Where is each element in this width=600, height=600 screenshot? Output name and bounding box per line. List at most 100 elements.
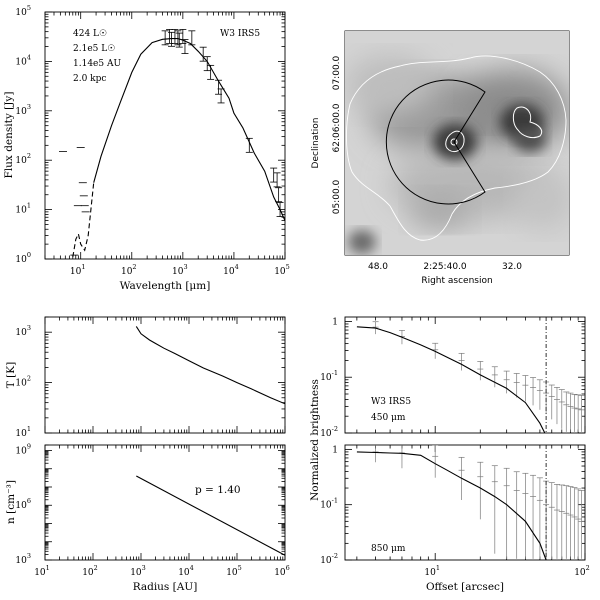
sed-xtick-exp: 1 <box>81 263 85 271</box>
density-xtick-exp: 6 <box>286 564 290 572</box>
density-axes-frame <box>44 444 286 561</box>
radial_450-observed-errorbar <box>553 387 560 425</box>
density-ytick-exp: 6 <box>27 497 31 505</box>
density-xtick-exp: 4 <box>190 564 194 572</box>
sed-xlabel: Wavelength [μm] <box>120 280 211 292</box>
density-xtick-exp: 2 <box>94 564 98 572</box>
radial_450-ytick-label: 10-2 <box>320 425 338 439</box>
radial_450-observed-errorbar <box>578 394 585 432</box>
temperature-curve <box>135 326 285 405</box>
density-xtick-label: 105 <box>226 564 242 578</box>
radial_450-observed-errorbar <box>548 384 555 420</box>
radial_450-observed-errorbar <box>513 373 520 398</box>
radial-850-label: 850 μm <box>371 544 406 554</box>
temperature-ytick-label: 103 <box>15 324 31 338</box>
density-xtick-label: 104 <box>178 564 194 578</box>
radial_850-observed-errorbar <box>567 486 574 559</box>
radial_850-observed-errorbar <box>432 445 439 478</box>
radial_450-model-curve <box>356 326 546 433</box>
sed-ytick-exp: 4 <box>27 53 31 61</box>
temperature-ytick-exp: 2 <box>27 375 31 383</box>
radial_850-xtick-label: 102 <box>574 564 590 578</box>
radial_850-observed-errorbar <box>398 445 405 469</box>
radial_850-xtick-exp: 2 <box>586 564 590 572</box>
radial_450-observed-errorbar <box>558 389 565 429</box>
sed-xtick-exp: 3 <box>184 263 188 271</box>
sed-xtick-label: 101 <box>70 263 86 277</box>
radial_850-observed-errorbar <box>530 474 537 559</box>
sed-xtick-label: 104 <box>223 263 239 277</box>
radial_850-ytick-exp: -1 <box>332 497 338 505</box>
map-xtick-label: 32.0 <box>502 262 522 272</box>
density-xtick-label: 103 <box>130 564 146 578</box>
radial_450-observed-errorbar <box>458 352 465 371</box>
radial_850-observed-errorbar <box>571 487 578 559</box>
density-ytick-label: 109 <box>15 442 31 456</box>
density-xtick-exp: 5 <box>238 564 242 572</box>
map-emission-blob <box>515 170 569 230</box>
sed-ytick-label: 100 <box>15 251 31 265</box>
sed-xtick-label: 103 <box>172 263 188 277</box>
map-emission-blob <box>348 230 376 254</box>
radial_450-observed-errorbar <box>563 391 570 432</box>
density-curve <box>136 475 285 556</box>
sed-source-label: W3 IRS5 <box>220 29 260 39</box>
map-xtick-label: 48.0 <box>368 262 388 272</box>
radial_450-observed-errorbar <box>491 366 498 388</box>
density-xtick-exp: 1 <box>46 564 50 572</box>
sed-ytick-label: 105 <box>15 4 31 18</box>
radial_850-observed-errorbar <box>477 461 484 520</box>
radial_850-xtick-label: 101 <box>424 564 440 578</box>
radial_450-observed-errorbar <box>522 375 529 402</box>
radial_850-observed-errorbar <box>578 490 585 559</box>
radial_850-model-curve <box>356 451 547 560</box>
density-ytick-label: 106 <box>15 497 31 511</box>
radial-450-label: 450 μm <box>371 413 406 423</box>
radial_850-observed-errorbar <box>563 485 570 559</box>
radial-xlabel: Offset [arcsec] <box>426 581 504 593</box>
density-ylabel: n [cm⁻³] <box>5 480 17 524</box>
radial_850-observed-errorbar <box>558 484 565 559</box>
radial_850-observed-errorbar <box>503 467 510 559</box>
radial_850-observed-errorbar <box>522 472 529 559</box>
radial_450-ytick-exp: -1 <box>332 369 338 377</box>
density-xtick-label: 101 <box>34 564 50 578</box>
sed-ytick-label: 103 <box>15 103 31 117</box>
sed-ytick-exp: 3 <box>27 103 31 111</box>
radial_850-observed-errorbar <box>536 477 543 559</box>
radial_850-observed-errorbar <box>372 445 379 463</box>
radial_450-observed-errorbar <box>575 394 582 432</box>
sed-xtick-exp: 5 <box>286 263 290 271</box>
radial_850-observed-errorbar <box>491 465 498 554</box>
radial_450-observed-errorbar <box>536 379 543 410</box>
temperature-ytick-label: 102 <box>15 375 31 389</box>
radial-ylabel: Normalized brightness <box>309 379 321 501</box>
sed-xtick-label: 102 <box>121 263 137 277</box>
radial_450-observed-errorbar <box>477 361 484 381</box>
temperature-ytick-exp: 3 <box>27 324 31 332</box>
map-peak-contour-2 <box>512 106 543 139</box>
sed-axes-frame <box>44 11 286 260</box>
radial_450-observed-errorbar <box>530 377 537 406</box>
sed-annotation-mass: 2.1e5 L☉ <box>73 44 115 54</box>
radial_450-observed-errorbar <box>567 392 574 432</box>
sed-ytick-exp: 1 <box>27 202 31 210</box>
map-emission-blob <box>410 192 470 228</box>
radial_850-ytick-exp: -2 <box>332 552 338 560</box>
map-emission-blob <box>345 55 435 115</box>
radial_450-ytick-label: 1 <box>332 317 338 327</box>
sed-ytick-exp: 2 <box>27 152 31 160</box>
radial_850-ytick-label: 10-2 <box>320 552 338 566</box>
sed-annotation-luminosity: 424 L☉ <box>73 29 107 39</box>
radial_850-xtick-exp: 1 <box>436 564 440 572</box>
sed-annotation-radius: 1.14e5 AU <box>73 59 121 69</box>
map-xlabel: Right ascension <box>421 276 492 286</box>
sed-model-curve <box>93 38 285 221</box>
temperature-ytick-label: 101 <box>15 425 31 439</box>
radial_450-observed-errorbar <box>503 370 510 394</box>
sed-ytick-exp: 0 <box>27 251 31 259</box>
map-emission-blob <box>433 124 477 160</box>
temperature-ylabel: T [K] <box>5 362 17 388</box>
sed-ylabel: Flux density [Jy] <box>3 92 15 179</box>
